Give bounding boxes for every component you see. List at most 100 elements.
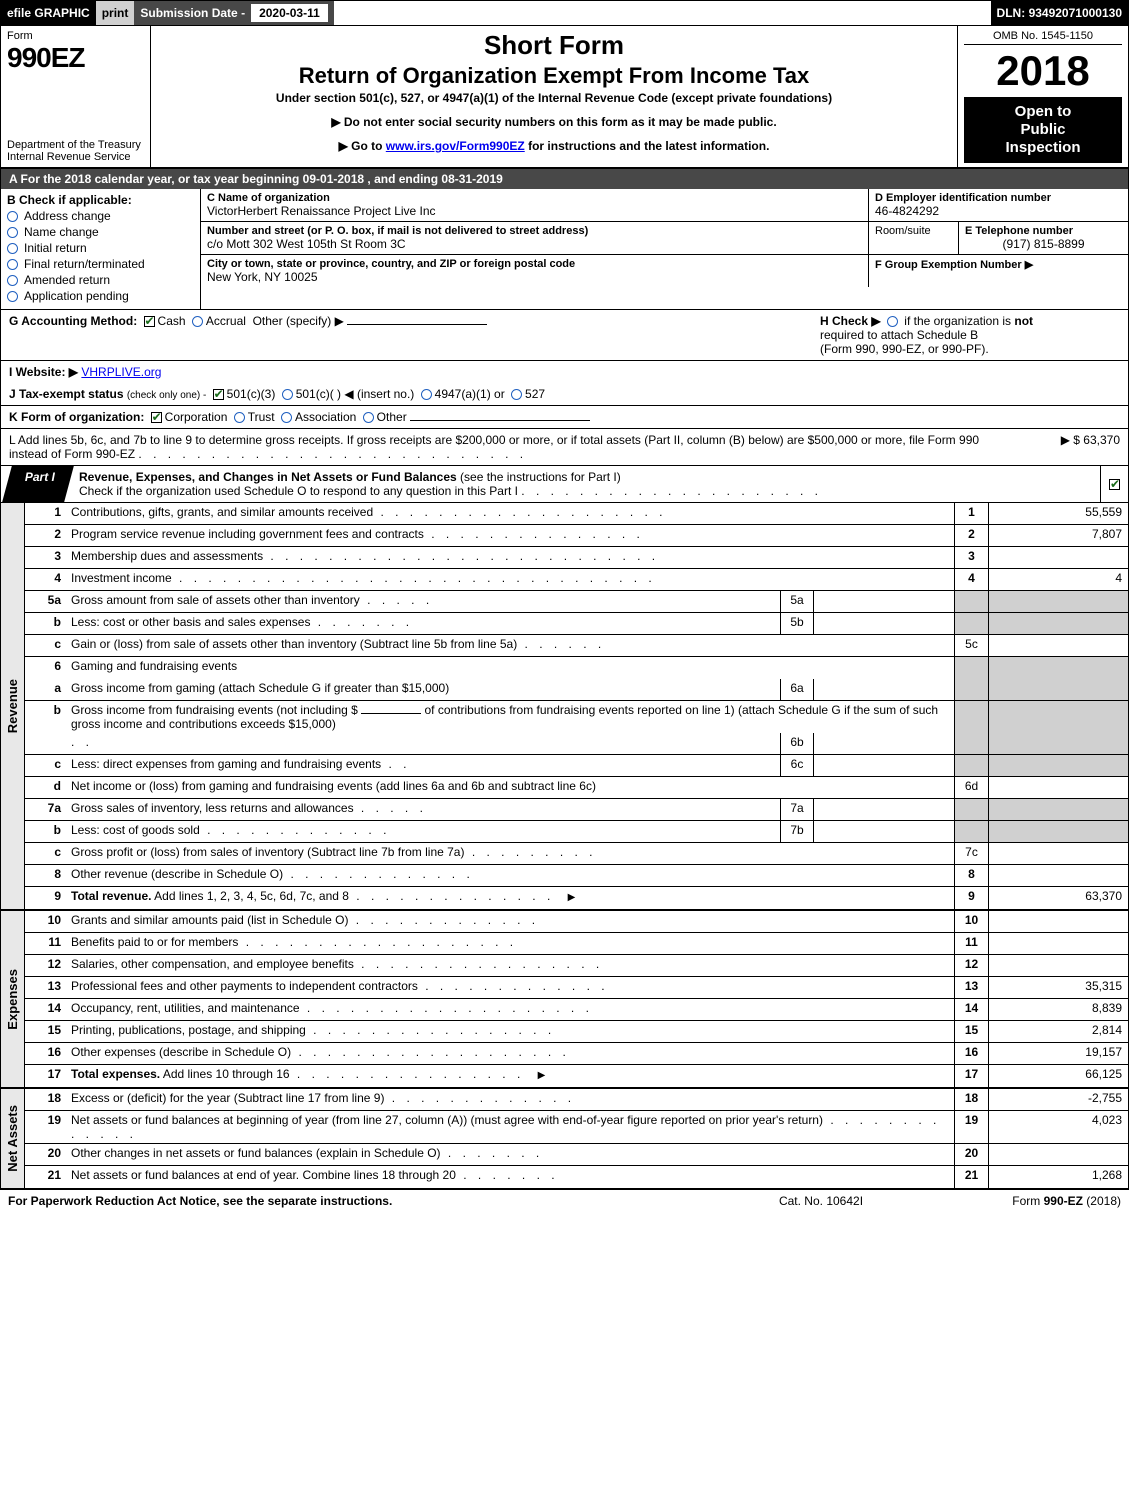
other-org-label: Other [377,410,407,424]
F-cell: F Group Exemption Number ▶ [868,255,1128,287]
chk-4947[interactable] [421,389,432,400]
part-i-instr: (see the instructions for Part I) [460,470,621,484]
chk-other-org[interactable] [363,412,374,423]
other-label: Other (specify) ▶ [253,314,344,328]
line-20: 20 Other changes in net assets or fund b… [25,1144,1128,1166]
chk-final-return[interactable]: Final return/terminated [7,257,194,271]
line-desc: Gross amount from sale of assets other t… [65,591,780,612]
D-cell: D Employer identification number 46-4824… [868,189,1128,221]
J-label: J Tax-exempt status [9,387,124,401]
line-desc: Less: cost or other basis and sales expe… [65,613,780,634]
chk-amended-return[interactable]: Amended return [7,273,194,287]
dln-cell: DLN: 93492071000130 [991,1,1128,25]
line-value: -2,755 [988,1089,1128,1110]
line-16: 16 Other expenses (describe in Schedule … [25,1043,1128,1065]
line-num: 9 [25,887,65,909]
subval [814,733,954,754]
chk-corporation[interactable] [151,412,162,423]
chk-trust[interactable] [234,412,245,423]
line-3: 3 Membership dues and assessments . . . … [25,547,1128,569]
B-label: B Check if applicable: [7,193,194,207]
chk-accrual[interactable] [192,316,203,327]
form-header: Form 990EZ Department of the Treasury In… [0,26,1129,169]
insert-no-label: ◀ (insert no.) [344,387,414,401]
grey-cell [954,657,988,679]
netassets-vtab: Net Assets [1,1089,25,1188]
line-numcell: 15 [954,1021,988,1042]
line-value [988,843,1128,864]
line-GH: G Accounting Method: Cash Accrual Other … [0,310,1129,361]
form-word: Form [7,30,144,42]
efile-text: efile [7,6,31,20]
line-14: 14 Occupancy, rent, utilities, and maint… [25,999,1128,1021]
line-desc: Benefits paid to or for members . . . . … [65,933,954,954]
city-label: City or town, state or province, country… [207,258,862,270]
trust-label: Trust [248,410,275,424]
revenue-vtab: Revenue [1,503,25,909]
open-line2: Public [966,121,1120,139]
part-i-schedule-o-check[interactable] [1100,466,1128,502]
open-to-public: Open to Public Inspection [964,97,1122,163]
website-link[interactable]: VHRPLIVE.org [81,365,161,379]
line-desc: Other revenue (describe in Schedule O) .… [65,865,954,886]
subcell: 6a [780,679,814,700]
line-value: 66,125 [988,1065,1128,1087]
irs-link[interactable]: www.irs.gov/Form990EZ [386,139,525,153]
line-value: 63,370 [988,887,1128,909]
line-num: 19 [25,1111,65,1143]
line-desc: Program service revenue including govern… [65,525,954,546]
I-label: I Website: ▶ [9,365,78,379]
chk-name-change[interactable]: Name change [7,225,194,239]
F-label: F Group Exemption Number ▶ [875,258,1122,271]
omb-number: OMB No. 1545-1150 [964,30,1122,45]
line-numcell: 14 [954,999,988,1020]
part-i-label: Part I [25,470,55,484]
contrib-amount-line[interactable] [361,713,421,714]
subcell: 7a [780,799,814,820]
H-check: H Check ▶ if the organization is not req… [820,314,1120,356]
H-text3: (Form 990, 990-EZ, or 990-PF). [820,342,989,356]
J-small: (check only one) - [127,390,206,401]
line-num: 17 [25,1065,65,1087]
line-5a: 5a Gross amount from sale of assets othe… [25,591,1128,613]
grey-cell [988,821,1128,842]
netassets-rows: 18 Excess or (deficit) for the year (Sub… [25,1089,1128,1188]
chk-501c[interactable] [282,389,293,400]
chk-527[interactable] [511,389,522,400]
period-pre: A For the 2018 calendar year, or tax yea… [9,172,303,186]
other-specify-line[interactable] [347,324,487,325]
chk-application-pending[interactable]: Application pending [7,289,194,303]
H-text1: if the organization is [904,314,1011,328]
H-checkbox[interactable] [887,316,898,327]
line-desc: Gain or (loss) from sale of assets other… [65,635,954,656]
grey-cell [988,657,1128,679]
chk-address-change[interactable]: Address change [7,209,194,223]
chk-501c3[interactable] [213,389,224,400]
line-value: 7,807 [988,525,1128,546]
chk-cash[interactable] [144,316,155,327]
line-numcell: 5c [954,635,988,656]
line-num: c [25,755,65,776]
line-numcell: 18 [954,1089,988,1110]
print-button[interactable]: print [96,1,135,25]
dln-value: 93492071000130 [1029,6,1122,20]
4947-label: 4947(a)(1) or [435,387,505,401]
chk-association[interactable] [281,412,292,423]
other-org-line[interactable] [410,420,590,421]
501c-label: 501(c)( ) [296,387,341,401]
line-15: 15 Printing, publications, postage, and … [25,1021,1128,1043]
line-num: 15 [25,1021,65,1042]
line-numcell: 7c [954,843,988,864]
grey-cell [954,701,988,733]
501c3-label: 501(c)(3) [227,387,276,401]
revenue-section: Revenue 1 Contributions, gifts, grants, … [0,503,1129,911]
ssn-warning: ▶ Do not enter social security numbers o… [157,115,951,129]
K-label: K Form of organization: [9,410,144,424]
chk-initial-return[interactable]: Initial return [7,241,194,255]
chk-label: Address change [24,209,111,223]
net-assets-section: Net Assets 18 Excess or (deficit) for th… [0,1089,1129,1189]
subval [814,613,954,634]
org-name: VictorHerbert Renaissance Project Live I… [207,204,862,218]
grey-cell [988,799,1128,820]
period-mid: , and ending [367,172,441,186]
